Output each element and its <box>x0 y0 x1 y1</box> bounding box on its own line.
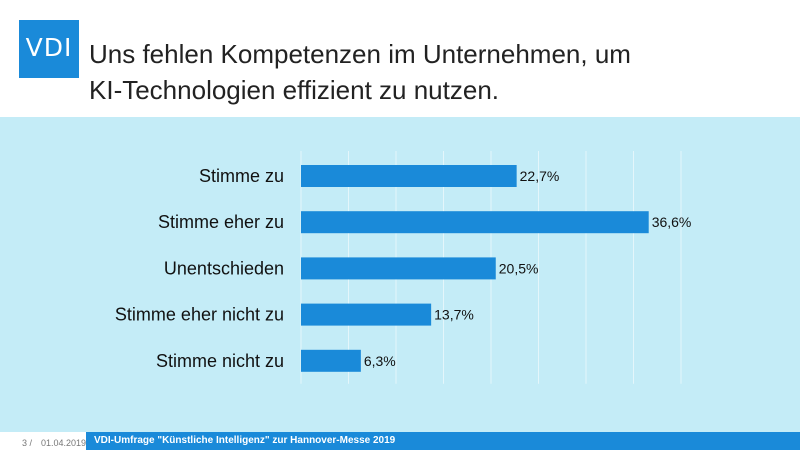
footer-source-bar: VDI-Umfrage "Künstliche Intelligenz" zur… <box>86 432 800 450</box>
category-label: Stimme eher zu <box>158 212 284 232</box>
vdi-logo: VDI <box>19 20 79 78</box>
bar <box>301 165 517 187</box>
footer: 3 / 01.04.2019 VDI-Umfrage "Künstliche I… <box>0 432 800 450</box>
value-label: 13,7% <box>434 307 474 323</box>
category-label: Stimme zu <box>199 166 284 186</box>
footer-source: VDI-Umfrage "Künstliche Intelligenz" zur… <box>94 435 396 446</box>
bar-chart: Stimme zu 22,7% Stimme eher zu 36,6% Unentsc… <box>115 151 692 384</box>
category-label: Stimme nicht zu <box>156 351 284 371</box>
value-label: 6,3% <box>364 353 396 369</box>
category-label: Unentschieden <box>164 258 284 278</box>
bar <box>301 349 361 372</box>
vdi-logo-text: VDI <box>25 33 73 62</box>
value-label: 20,5% <box>499 260 539 276</box>
bar <box>301 211 649 234</box>
value-label: 22,7% <box>520 168 560 184</box>
page-number: 3 / <box>22 438 33 448</box>
bar <box>301 257 496 280</box>
value-label: 36,6% <box>652 214 692 230</box>
slide-title: Uns fehlen Kompetenzen im Unternehmen, u… <box>89 39 631 105</box>
bar <box>301 303 432 326</box>
footer-date: 01.04.2019 <box>41 438 87 448</box>
chart-panel: Stimme zu 22,7% Stimme eher zu 36,6% Unentsc… <box>0 117 800 432</box>
category-label: Stimme eher nicht zu <box>115 305 284 325</box>
